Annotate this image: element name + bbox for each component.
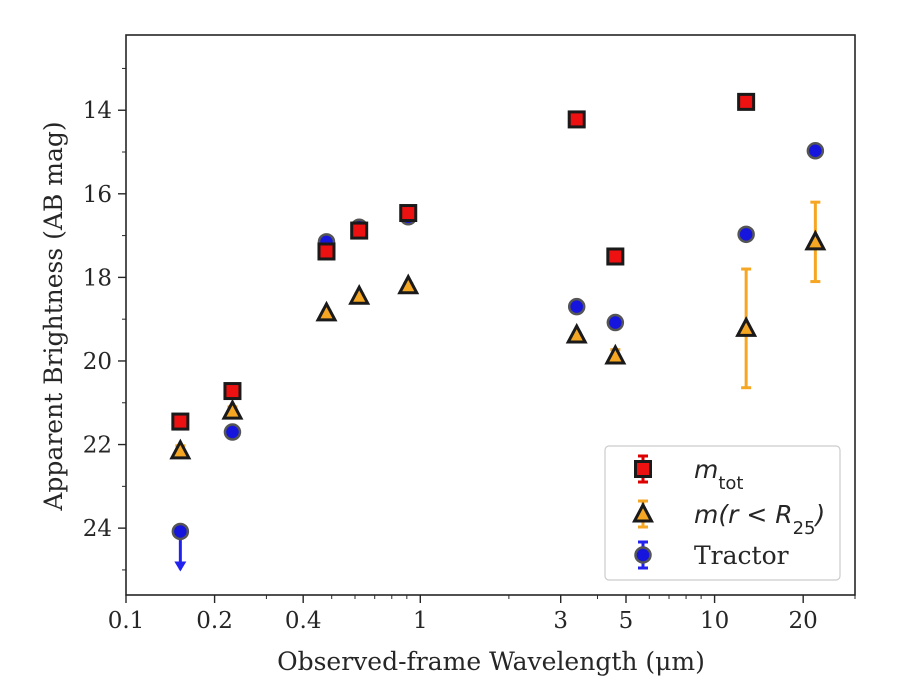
y-tick-label: 22 bbox=[83, 433, 112, 459]
data-point bbox=[806, 142, 825, 160]
legend-label: m(r < R25) bbox=[694, 500, 825, 539]
x-tick-label: 20 bbox=[789, 608, 818, 634]
data-point bbox=[565, 322, 588, 344]
legend-entry: mtot bbox=[634, 454, 744, 494]
axes-frame bbox=[125, 34, 856, 596]
legend-label: mtot bbox=[694, 455, 744, 494]
y-axis-label: Apparent Brightness (AB mag) bbox=[39, 121, 68, 511]
y-tick-label: 24 bbox=[83, 516, 112, 542]
x-axis-label: Observed-frame Wavelength (μm) bbox=[277, 647, 705, 676]
series-square bbox=[171, 92, 756, 431]
data-point bbox=[606, 247, 625, 266]
data-point bbox=[737, 92, 756, 111]
data-point bbox=[315, 300, 338, 322]
legend-marker-circle bbox=[634, 546, 652, 564]
upper-limit-arrow-head bbox=[174, 561, 187, 572]
x-axis: 0.1 0.2 0.4 1 3 5 10 20 bbox=[108, 595, 856, 634]
data-point bbox=[567, 110, 586, 129]
data-point bbox=[804, 229, 827, 251]
data-point bbox=[171, 522, 190, 541]
legend: mtot m(r < R25)Tractor bbox=[604, 445, 841, 581]
data-point bbox=[604, 343, 627, 365]
data-point bbox=[735, 316, 758, 337]
legend-marker-triangle bbox=[632, 501, 654, 523]
data-point bbox=[317, 242, 336, 261]
x-tick-label: 0.1 bbox=[108, 608, 145, 634]
series-triangle bbox=[169, 200, 827, 460]
data-point bbox=[397, 273, 420, 295]
x-tick-label: 0.2 bbox=[196, 608, 233, 634]
data-point bbox=[399, 204, 418, 223]
y-tick-label: 14 bbox=[83, 98, 112, 124]
y-tick-label: 20 bbox=[83, 349, 112, 375]
data-point bbox=[169, 438, 192, 460]
data-point bbox=[348, 283, 371, 305]
legend-marker-square bbox=[634, 460, 652, 478]
legend-entry: m(r < R25) bbox=[632, 499, 825, 539]
data-point bbox=[171, 412, 190, 431]
data-point bbox=[606, 313, 625, 332]
data-point bbox=[223, 423, 242, 441]
plot-area bbox=[125, 34, 856, 596]
data-point bbox=[567, 297, 586, 316]
data-point bbox=[737, 225, 755, 244]
legend-label: Tractor bbox=[694, 541, 789, 570]
y-axis: 14 16 18 20 22 24 bbox=[83, 67, 126, 571]
data-point bbox=[350, 221, 369, 240]
legend-box bbox=[604, 445, 841, 581]
legend-entry: Tractor bbox=[634, 540, 789, 570]
x-tick-label: 10 bbox=[700, 608, 729, 634]
y-tick-label: 16 bbox=[83, 182, 112, 208]
data-point bbox=[223, 382, 242, 401]
x-tick-label: 5 bbox=[619, 608, 634, 634]
data-point bbox=[221, 398, 244, 420]
y-tick-label: 18 bbox=[83, 265, 112, 291]
x-tick-label: 1 bbox=[413, 608, 428, 634]
x-tick-label: 0.4 bbox=[285, 608, 322, 634]
x-tick-label: 3 bbox=[553, 608, 568, 634]
